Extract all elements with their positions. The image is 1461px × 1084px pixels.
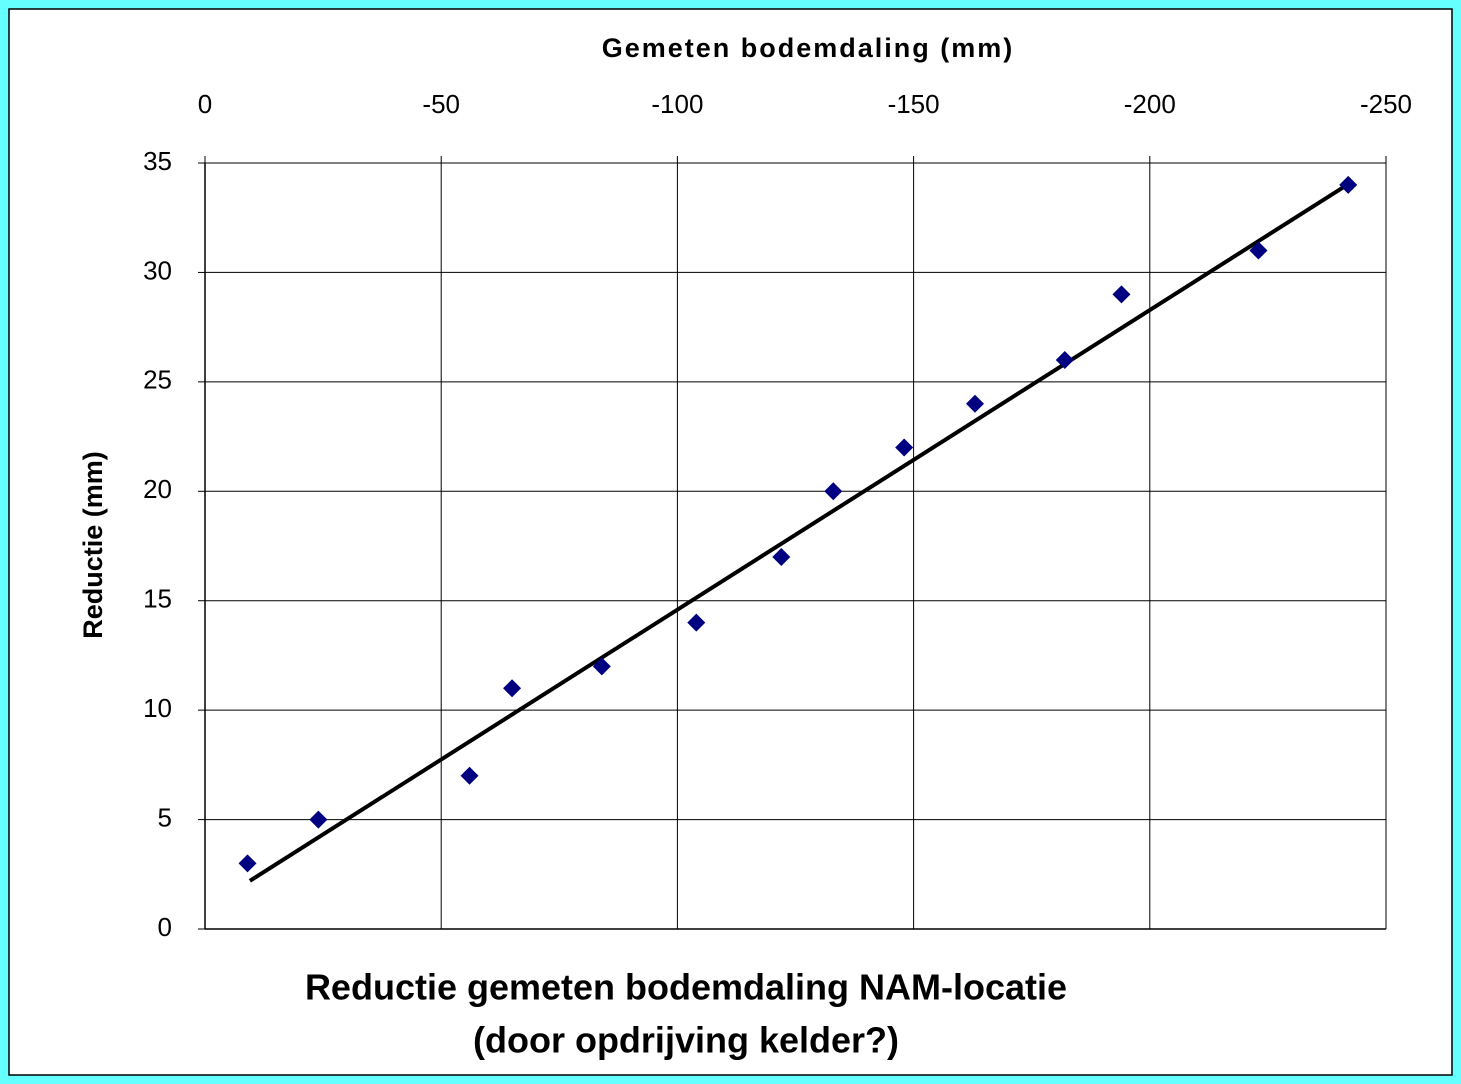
y-tick-label: 30 — [143, 255, 172, 285]
y-tick-label: 20 — [143, 474, 172, 504]
data-point — [687, 613, 706, 632]
x-tick-label: -50 — [422, 89, 460, 119]
chart-title: (door opdrijving kelder?) — [473, 1020, 899, 1061]
x-tick-label: -100 — [651, 89, 703, 119]
x-tick-label: -150 — [888, 89, 940, 119]
data-point — [1112, 285, 1131, 304]
data-point — [238, 854, 257, 873]
chart-title: Reductie gemeten bodemdaling NAM-locatie — [305, 967, 1067, 1008]
data-point — [460, 766, 479, 785]
y-axis-title: Reductie (mm) — [78, 451, 108, 639]
y-tick-label: 15 — [143, 584, 172, 614]
data-point — [1055, 350, 1074, 369]
x-axis-title: Gemeten bodemdaling (mm) — [602, 33, 1015, 63]
y-tick-label: 10 — [143, 693, 172, 723]
data-point — [824, 482, 843, 501]
y-tick-label: 25 — [143, 365, 172, 395]
x-tick-label: 0 — [198, 89, 212, 119]
data-point — [966, 394, 985, 413]
data-point — [1339, 175, 1358, 194]
data-point — [772, 547, 791, 566]
data-point — [592, 657, 611, 676]
x-tick-label: -200 — [1124, 89, 1176, 119]
data-point — [1249, 241, 1268, 260]
data-point — [895, 438, 914, 457]
y-tick-label: 35 — [143, 146, 172, 176]
data-point — [503, 679, 522, 698]
trendline — [248, 181, 1352, 883]
y-tick-label: 0 — [158, 912, 172, 942]
data-point — [309, 810, 328, 829]
x-tick-label: -250 — [1360, 89, 1412, 119]
y-tick-label: 5 — [158, 802, 172, 832]
chart-area — [8, 8, 1453, 1076]
